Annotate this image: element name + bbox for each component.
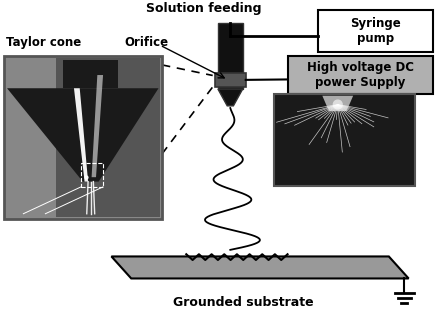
Polygon shape	[323, 96, 353, 111]
Text: Solution feeding: Solution feeding	[146, 2, 262, 16]
Bar	[4, 56, 162, 219]
Text: Taylor cone: Taylor cone	[6, 37, 81, 49]
Bar	[6, 58, 160, 217]
Polygon shape	[74, 88, 88, 182]
Bar	[288, 56, 433, 94]
Bar	[218, 23, 243, 89]
Bar	[6, 58, 56, 217]
Text: Syringe
pump: Syringe pump	[350, 17, 401, 44]
Polygon shape	[218, 89, 243, 106]
Circle shape	[333, 100, 342, 109]
Polygon shape	[92, 75, 103, 177]
Polygon shape	[7, 88, 159, 182]
Bar	[81, 163, 103, 187]
Bar	[319, 10, 433, 52]
Bar	[63, 60, 118, 88]
Bar	[215, 73, 246, 87]
Text: High voltage DC
power Supply: High voltage DC power Supply	[307, 61, 414, 89]
Polygon shape	[112, 256, 408, 279]
Text: Grounded substrate: Grounded substrate	[173, 296, 314, 309]
Bar	[274, 94, 415, 186]
Text: Orifice: Orifice	[124, 37, 169, 49]
